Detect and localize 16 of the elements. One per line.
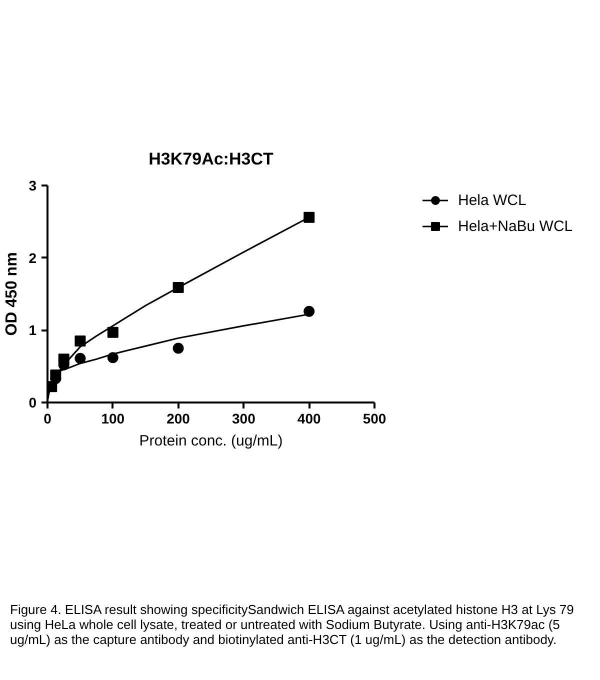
x-tick-label: 300 bbox=[232, 410, 256, 426]
caption: Figure 4. ELISA result showing specificitySandwich ELISA against acetylated histone H3 at Lys 79 using HeLa whole cell lysate, treated or untreated with Sodium Butyrate. Using anti-H3K79ac (5 ug/mL) as the capture antibody and biotinylated anti-H3CT (1 ug/mL) as the detection antibody. bbox=[10, 602, 575, 647]
y-tick-label: 2 bbox=[28, 250, 37, 266]
legend-label: Hela WCL bbox=[458, 192, 526, 208]
y-axis-title: OD 450 nm bbox=[4, 252, 21, 336]
x-tick-label: 500 bbox=[362, 410, 386, 426]
y-tick-label: 1 bbox=[28, 322, 37, 338]
y-tick-label: 0 bbox=[28, 394, 37, 410]
x-tick-label: 0 bbox=[44, 410, 52, 426]
x-axis-title: Protein conc. (ug/mL) bbox=[139, 432, 283, 450]
x-tick-label: 400 bbox=[297, 410, 321, 426]
x-tick-label: 100 bbox=[101, 410, 125, 426]
y-tick-label: 3 bbox=[28, 178, 37, 194]
legend-label: Hela+NaBu WCL bbox=[458, 218, 573, 234]
chart-title: H3K79Ac:H3CT bbox=[148, 150, 274, 168]
x-tick-label: 200 bbox=[166, 410, 190, 426]
